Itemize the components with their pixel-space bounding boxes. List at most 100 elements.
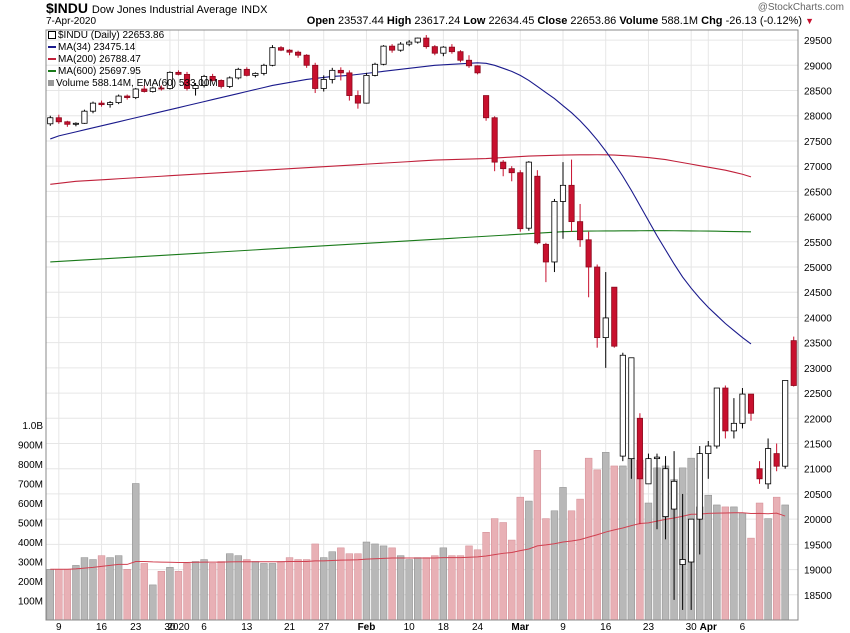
moving-averages: [50, 62, 752, 345]
date-tick-label: 18: [438, 622, 450, 633]
volume-bar: [439, 547, 448, 621]
candle-body: [218, 80, 225, 87]
chart-date: 7-Apr-2020: [46, 16, 97, 27]
volume-bar: [337, 547, 345, 621]
volume-tick-label: 400M: [18, 538, 43, 549]
date-tick-label: 24: [472, 622, 484, 633]
candle-body: [192, 85, 199, 89]
volume-bar: [525, 500, 533, 621]
volume-bar: [738, 512, 747, 621]
volume-bar: [294, 559, 302, 621]
date-tick-label: 16: [96, 622, 108, 633]
candle-body: [81, 110, 88, 124]
candle-body: [585, 239, 592, 268]
candle-body: [64, 121, 71, 125]
candle-body: [243, 68, 250, 76]
legend: $INDU (Daily) 22653.86 MA(34) 23475.14 M…: [48, 30, 218, 90]
volume-bar: [243, 559, 251, 621]
volume-bar: [217, 561, 225, 621]
volume-bar: [268, 563, 277, 621]
candle-body: [346, 72, 353, 96]
volume-bar: [89, 559, 97, 621]
volume-tick-label: 100M: [18, 597, 43, 608]
candle-body: [235, 68, 242, 79]
volume-bar: [72, 565, 80, 621]
candle-body: [260, 64, 267, 74]
chg-label: Chg: [701, 15, 723, 27]
volume-bar: [396, 555, 405, 621]
open-value: 23537.44: [337, 15, 384, 27]
price-tick-label: 29000: [804, 61, 832, 72]
volume-tick-label: 700M: [18, 480, 43, 491]
low-label: Low: [463, 15, 486, 27]
volume-bar: [328, 551, 336, 621]
price-tick-label: 27000: [804, 162, 832, 173]
high-value: 23617.24: [414, 15, 461, 27]
volume-bars: [46, 450, 789, 621]
open-label: Open: [306, 15, 335, 27]
volume-tick-label: 200M: [18, 577, 43, 588]
candle-body: [175, 71, 182, 75]
volume-tick-label: 500M: [18, 519, 43, 530]
volume-bar: [644, 502, 653, 621]
legend-ma200: MA(200) 26788.47: [48, 54, 218, 66]
price-tick-label: 20000: [804, 515, 832, 526]
price-tick-label: 28500: [804, 87, 832, 98]
candle-body: [47, 117, 54, 125]
volume-bar: [251, 561, 260, 621]
price-tick-label: 22500: [804, 389, 832, 400]
candle-body: [594, 266, 601, 339]
exchange: INDX: [241, 4, 268, 16]
candle-body: [380, 45, 387, 65]
volume-ema-line: [50, 512, 786, 570]
price-tick-label: 21000: [804, 465, 832, 476]
date-tick-label: 9: [56, 622, 62, 633]
price-tick-label: 24500: [804, 288, 832, 299]
candle-body: [252, 72, 259, 76]
candle-body: [141, 88, 148, 92]
watermark: @StockCharts.com: [757, 2, 844, 13]
ma600-line: [50, 230, 752, 263]
candle-body: [98, 102, 105, 106]
candle-body: [312, 64, 319, 89]
volume-bar: [764, 518, 772, 621]
date-tick-label: 2020: [167, 622, 190, 633]
date-tick-label: 13: [241, 622, 253, 633]
candle-body: [483, 95, 490, 119]
candle-body: [653, 456, 661, 460]
candle-body: [89, 102, 97, 112]
volume-bar: [226, 553, 234, 621]
volume-tick-label: 1.0B: [22, 421, 43, 432]
candle-body: [602, 317, 609, 339]
candle-body: [636, 417, 643, 480]
volume-bar: [285, 557, 294, 621]
legend-ma600: MA(600) 25697.95: [48, 66, 218, 78]
volume-bar: [516, 496, 524, 621]
candle-body: [696, 453, 703, 520]
volume-bar: [482, 532, 490, 621]
date-tick-label: 23: [643, 622, 655, 633]
volume-bar: [277, 561, 285, 621]
volume-bar: [499, 522, 507, 621]
volume-bar: [542, 518, 550, 621]
price-tick-label: 27500: [804, 137, 832, 148]
volume-bar: [593, 469, 601, 621]
volume-bar: [80, 557, 89, 621]
price-candles: [47, 35, 797, 610]
date-tick-label: 9: [560, 622, 566, 633]
date-tick-label: 6: [201, 622, 207, 633]
candle-body: [619, 354, 626, 457]
candle-body: [790, 340, 797, 386]
candle-body: [371, 63, 379, 76]
candle-body: [209, 75, 216, 81]
volume-bar: [123, 569, 131, 621]
volume-bar: [388, 547, 396, 621]
volume-bar: [320, 557, 328, 621]
candle-body: [765, 448, 772, 485]
candle-body: [782, 380, 789, 467]
volume-bar: [97, 555, 106, 621]
candle-body: [320, 79, 327, 89]
candle-body: [671, 480, 678, 510]
price-tick-label: 25500: [804, 238, 832, 249]
